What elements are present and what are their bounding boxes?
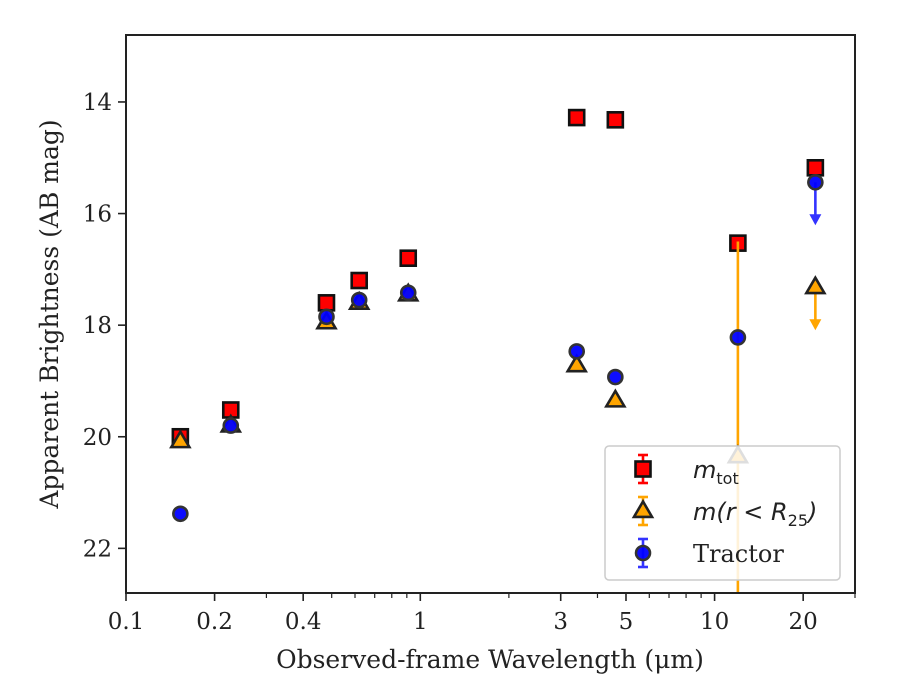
- data-point-triangle: [169, 429, 192, 449]
- data-point-triangle: [565, 353, 588, 373]
- data-point-circle: [399, 284, 417, 302]
- data-point-triangle: [804, 275, 827, 295]
- legend-marker-circle: [634, 544, 652, 562]
- y-tick-label: 16: [83, 202, 112, 228]
- series-circle: [172, 174, 824, 523]
- legend-item: mtot: [634, 453, 739, 488]
- x-tick-label: 1: [413, 609, 428, 635]
- x-tick-label: 3: [553, 609, 568, 635]
- data-point-circle: [607, 368, 624, 386]
- data-point-square: [317, 294, 336, 312]
- x-tick-label: 20: [789, 609, 818, 635]
- legend-box: [604, 445, 841, 581]
- x-axis-label: Observed-frame Wavelength (μm): [276, 645, 704, 674]
- legend-item: Tractor: [634, 537, 784, 569]
- data-point-circle: [222, 417, 240, 434]
- data-point-square: [606, 111, 625, 129]
- x-tick-label: 0.4: [285, 609, 322, 635]
- axis-ticks: 0.1 0.2 0.4 1 3 5 10 20 14 16 18 20 22: [83, 90, 856, 635]
- legend-label-main: m(r < R: [693, 498, 788, 526]
- data-point-circle: [807, 174, 824, 191]
- data-point-circle: [568, 343, 586, 360]
- legend-label-end: ): [806, 498, 817, 526]
- y-tick-label: 14: [83, 90, 112, 116]
- legend-label: m(r < R25): [693, 498, 817, 530]
- legend-marker-square: [634, 460, 652, 478]
- legend-label-sub: tot: [716, 469, 738, 488]
- x-tick-label: 5: [619, 609, 634, 635]
- legend: mtot m(r < R25) Tractor: [604, 445, 841, 581]
- data-point-circle: [318, 308, 335, 326]
- data-point-circle: [350, 291, 368, 309]
- data-point-triangle: [604, 388, 627, 408]
- y-tick-label: 18: [83, 313, 112, 339]
- data-point-circle: [172, 505, 189, 523]
- data-point-square: [399, 249, 418, 267]
- upper-limit-arrow-head: [809, 214, 822, 226]
- data-point-circle: [729, 329, 747, 346]
- plot-frame: [125, 34, 856, 594]
- y-axis-label: Apparent Brightness (AB mag): [35, 119, 64, 509]
- data-point-square: [567, 108, 586, 127]
- y-tick-label: 20: [83, 425, 112, 451]
- legend-label-main: m: [693, 456, 716, 484]
- x-tick-label: 0.2: [196, 609, 233, 635]
- y-tick-label: 22: [83, 536, 112, 562]
- legend-label: Tractor: [693, 540, 784, 568]
- legend-marker-triangle: [631, 498, 655, 519]
- upper-limit-arrow-head: [809, 319, 822, 331]
- legend-label: mtot: [693, 456, 739, 488]
- data-point-square: [806, 159, 825, 177]
- legend-item: m(r < R25): [631, 495, 817, 530]
- data-point-square: [350, 271, 368, 290]
- x-tick-label: 0.1: [108, 609, 145, 635]
- legend-label-sub: 25: [788, 511, 808, 530]
- x-tick-label: 10: [700, 609, 729, 635]
